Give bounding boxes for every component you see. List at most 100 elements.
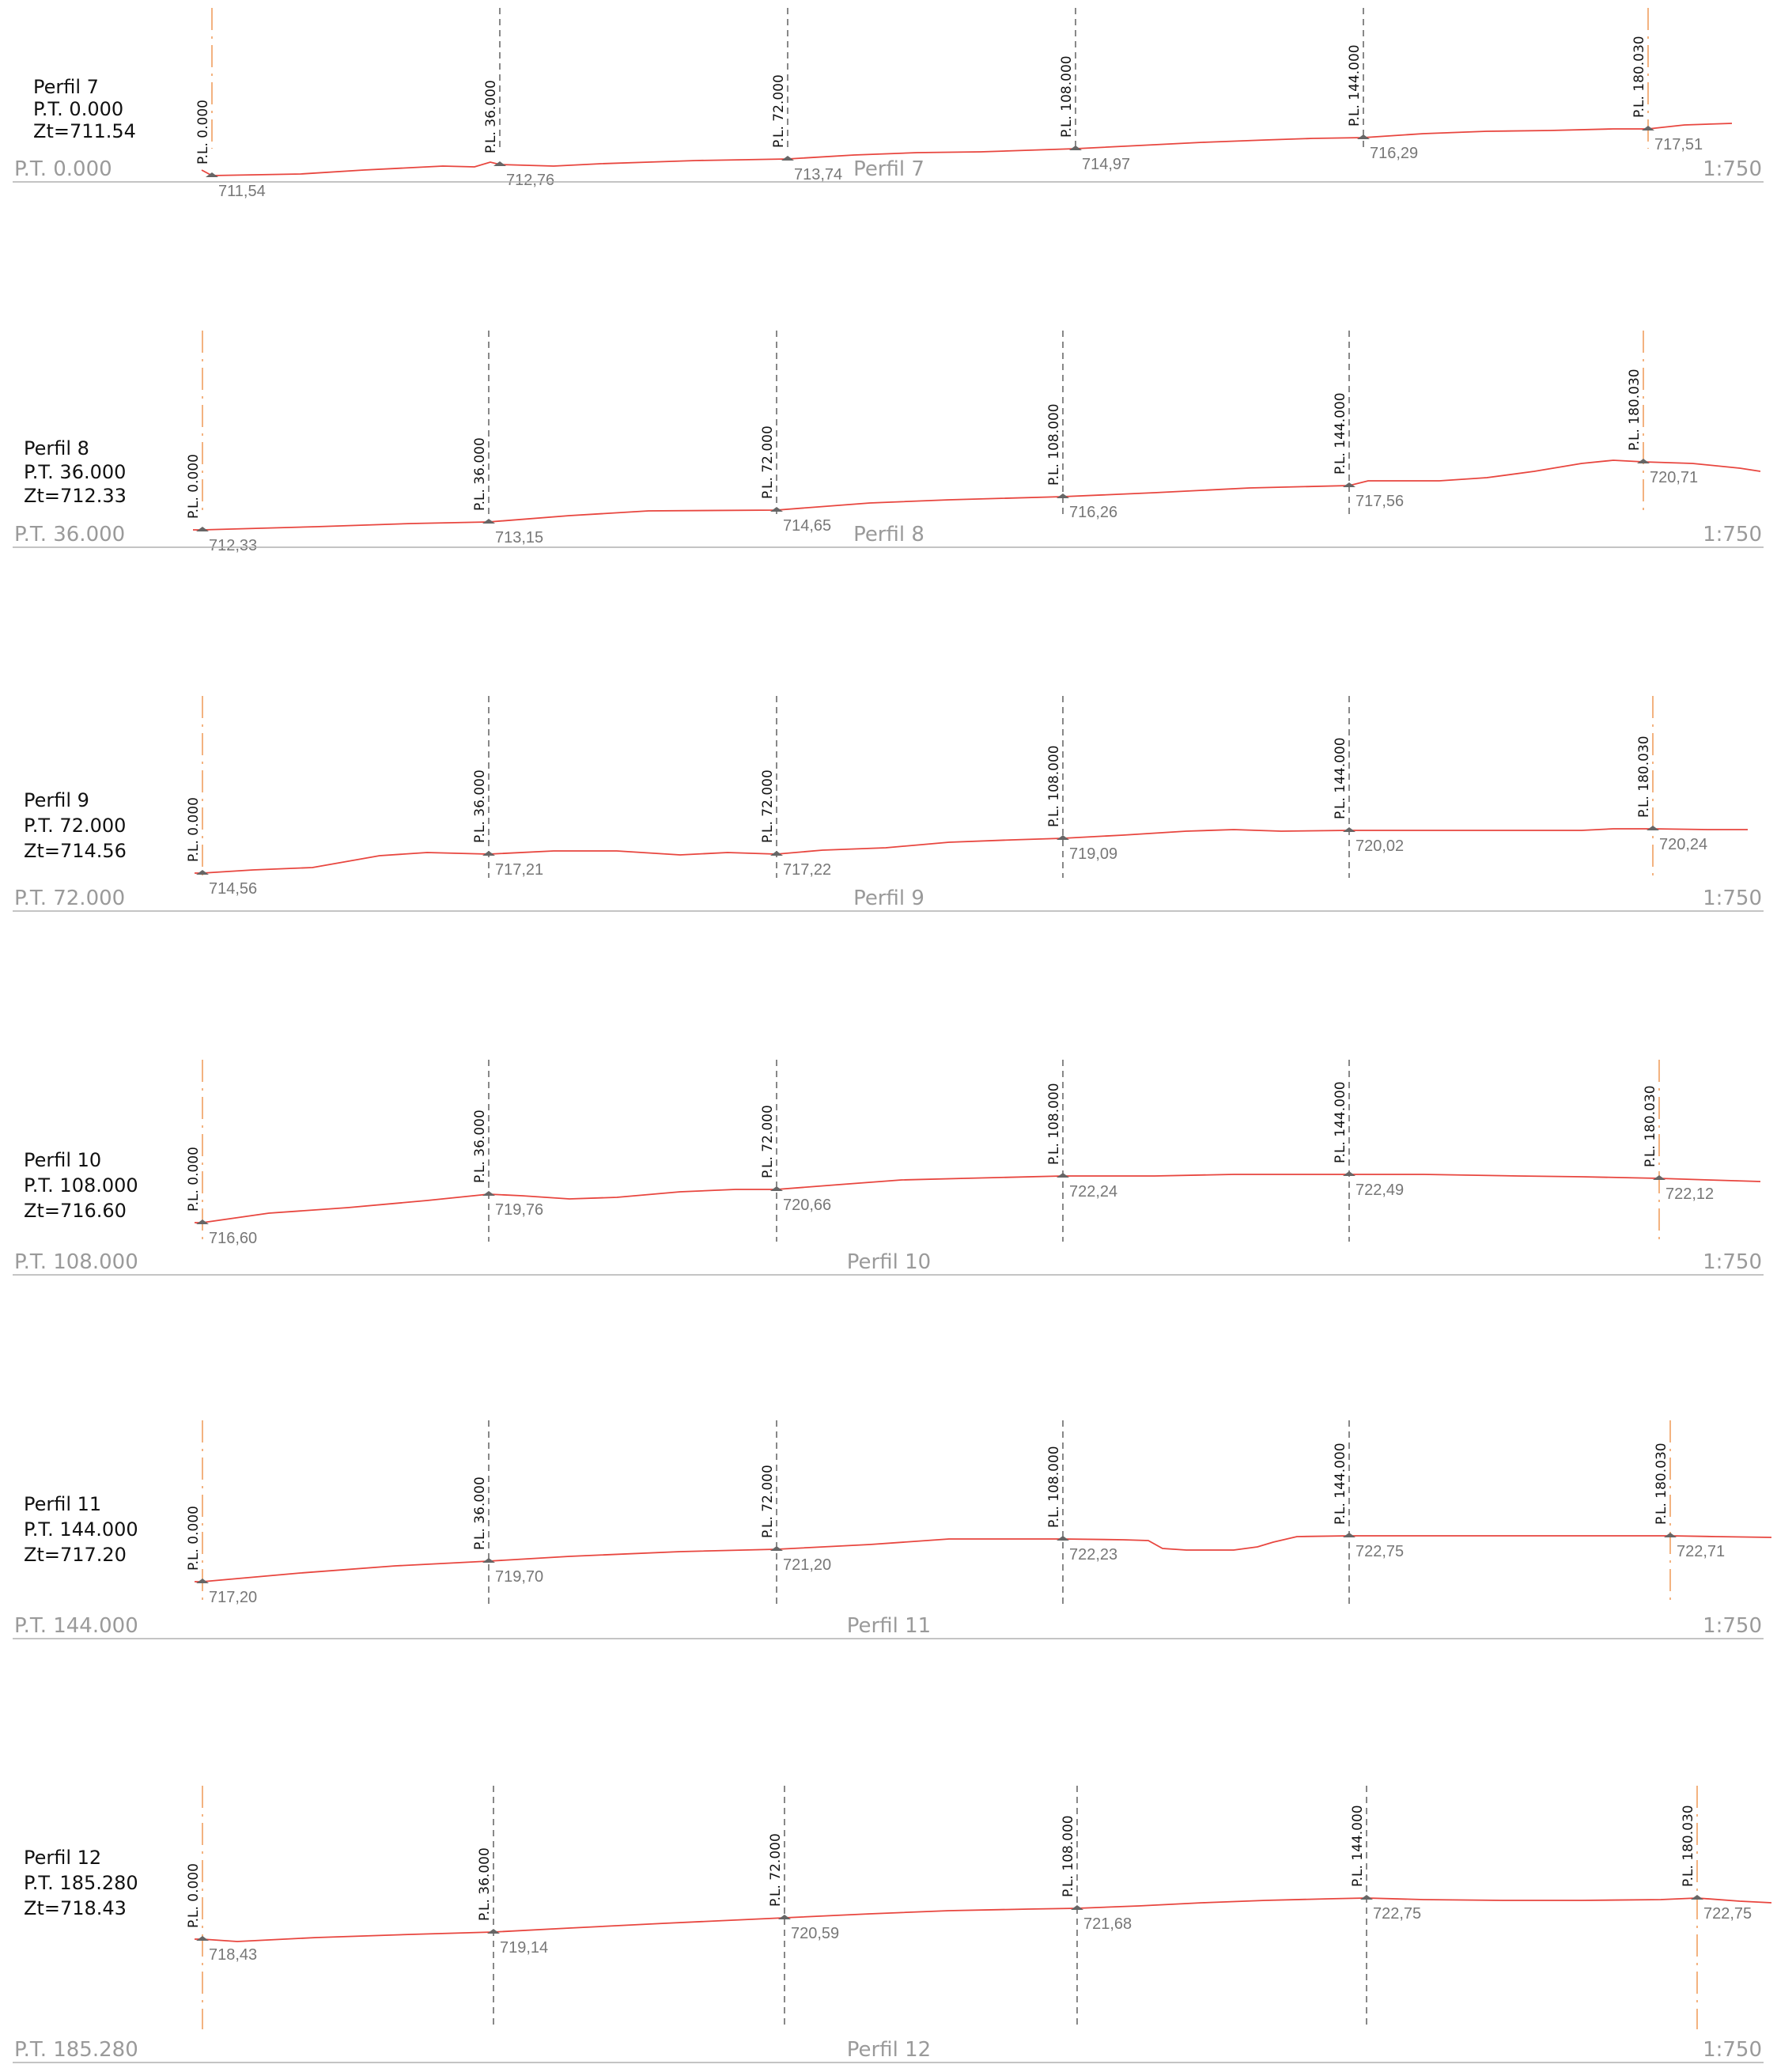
profile-title: Perfil 7 [33,76,99,98]
elevation-label: 722,49 [1355,1182,1404,1199]
profile-panel: P.L. 0.000 714,56 P.L. 36.000 717,21 P.L. 72… [13,696,1764,912]
profile-zt: Zt=714.56 [24,840,127,862]
footer-pt: P.T. 144.000 [14,1614,138,1638]
station-label: P.L. 108.000 [1061,1815,1076,1897]
elevation-label: 721,68 [1083,1915,1132,1933]
station-label: P.L. 180.030 [1643,1085,1658,1167]
elevation-label: 713,15 [495,529,543,546]
elevation-label: 714,65 [783,517,831,535]
profile-panel: P.L. 0.000 716,60 P.L. 36.000 719,76 P.L. 72… [13,1060,1764,1276]
profile-pt: P.T. 0.000 [33,98,123,120]
elevation-label: 722,75 [1355,1543,1404,1560]
station-marker [1057,835,1069,840]
footer-title: Perfil 10 [847,1250,931,1274]
elevation-label: 717,21 [495,861,543,879]
footer-scale: 1:750 [1703,2038,1762,2062]
station-label: P.L. 0.000 [186,1147,202,1212]
elevation-label: 713,74 [794,166,842,183]
elevation-label: 712,76 [506,172,554,189]
station-marker [1647,826,1659,830]
footer-pt: P.T. 36.000 [14,523,125,546]
station-label: P.L. 36.000 [472,1476,488,1550]
station-label: P.L. 36.000 [483,80,499,153]
station-label: P.L. 72.000 [760,1105,776,1178]
profile-zt: Zt=712.33 [24,485,127,507]
station-label: P.L. 72.000 [760,1465,776,1538]
footer-title: Perfil 8 [853,523,924,546]
terrain-line [195,828,1748,874]
elevation-label: 714,97 [1082,156,1130,173]
station-label: P.L. 180.030 [1636,735,1652,818]
station-marker [1071,1905,1083,1910]
station-label: P.L. 180.030 [1627,369,1643,451]
profile-title: Perfil 12 [24,1847,101,1869]
station-label: P.L. 72.000 [768,1833,784,1907]
station-marker [1057,493,1069,498]
elevation-label: 714,56 [209,880,257,898]
footer-pt: P.T. 72.000 [14,887,125,910]
station-marker [482,519,495,524]
station-marker [1357,134,1370,139]
elevation-label: 717,20 [209,1589,257,1606]
station-marker [196,1579,209,1583]
station-label: P.L. 0.000 [186,454,202,519]
elevation-label: 712,33 [209,537,257,554]
station-marker [196,1936,209,1941]
station-label: P.L. 36.000 [472,437,488,511]
station-marker [206,172,218,177]
station-label: P.L. 108.000 [1046,1083,1062,1165]
station-marker [482,1191,495,1196]
profile-pt: P.T. 72.000 [24,815,126,837]
station-label: P.L. 36.000 [477,1847,493,1921]
station-label: P.L. 180.030 [1631,36,1647,118]
footer-pt: P.T. 185.280 [14,2038,138,2062]
station-marker [1653,1175,1665,1180]
station-label: P.L. 72.000 [760,769,776,843]
elevation-label: 722,75 [1703,1905,1752,1923]
station-marker [482,851,495,856]
station-label: P.L. 0.000 [186,1506,202,1571]
station-label: P.L. 144.000 [1333,392,1348,475]
elevation-label: 716,29 [1370,145,1418,162]
station-label: P.L. 0.000 [186,797,202,862]
elevation-label: 716,26 [1069,504,1117,521]
terrain-line [193,459,1761,531]
elevation-label: 711,54 [218,183,266,200]
station-label: P.L. 72.000 [760,425,776,499]
station-marker [1057,1173,1069,1178]
station-label: P.L. 180.030 [1681,1805,1696,1887]
terrain-line [201,123,1733,176]
terrain-line [195,1897,1772,1942]
station-label: P.L. 72.000 [771,74,787,148]
profile-pt: P.T. 185.280 [24,1872,138,1894]
station-marker [487,1929,500,1934]
elevation-label: 722,71 [1677,1543,1725,1560]
station-marker [1691,1895,1703,1900]
footer-title: Perfil 12 [847,2038,931,2062]
station-label: P.L. 36.000 [472,769,488,843]
footer-scale: 1:750 [1703,1614,1762,1638]
profile-title: Perfil 11 [24,1493,101,1515]
station-marker [196,1219,209,1224]
station-marker [781,156,794,161]
profile-pt: P.T. 108.000 [24,1174,138,1197]
footer-title: Perfil 7 [853,157,924,181]
footer-scale: 1:750 [1703,887,1762,910]
profile-pt: P.T. 36.000 [24,461,126,483]
station-marker [196,527,209,531]
profile-panel: P.L. 0.000 712,33 P.L. 36.000 713,15 P.L. 72… [13,331,1764,554]
elevation-label: 719,70 [495,1568,543,1586]
profile-panel: P.L. 0.000 717,20 P.L. 36.000 719,70 P.L. 72… [13,1420,1772,1639]
footer-scale: 1:750 [1703,157,1762,181]
profile-title: Perfil 10 [24,1149,101,1171]
station-label: P.L. 108.000 [1046,1446,1062,1528]
station-marker [1642,126,1654,130]
station-marker [1343,1533,1355,1537]
station-marker [1057,1536,1069,1541]
profile-zt: Zt=718.43 [24,1897,127,1919]
profile-title: Perfil 9 [24,789,89,811]
station-marker [1343,482,1355,487]
station-label: P.L. 0.000 [195,100,211,164]
station-label: P.L. 144.000 [1347,44,1363,127]
